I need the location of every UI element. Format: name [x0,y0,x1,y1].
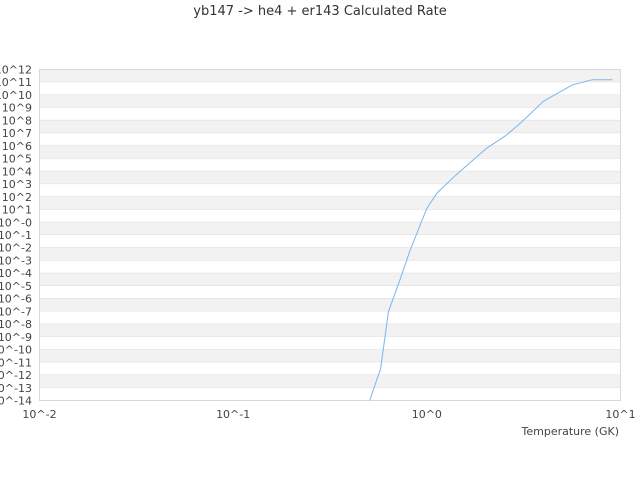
y-tick-label: 10^-11 [0,356,32,369]
grid-band [39,209,621,223]
grid-band [39,324,621,337]
grid-band [39,171,621,185]
y-tick-label: 10^4 [2,165,32,178]
y-tick-label: 10^-5 [0,280,32,293]
grid-band [39,235,621,248]
y-tick-label: 10^-2 [0,242,32,255]
grid-band [39,107,621,121]
x-axis-label: Temperature (GK) [521,425,620,438]
y-tick-label: 10^-10 [0,344,32,357]
grid-band [39,69,621,83]
grid-band [39,349,621,363]
y-tick-label: 10^-1 [0,229,32,242]
grid-band [39,184,621,197]
y-tick-label: 10^-3 [0,254,32,267]
grid-band [39,145,621,159]
grid-band [39,362,621,376]
y-tick-label: 10^-13 [0,382,32,395]
y-tick-label: 10^-9 [0,331,32,344]
grid-band [39,273,621,286]
y-tick-label: 10^-8 [0,318,32,331]
chart-title: yb147 -> he4 + er143 Calculated Rate [193,4,447,19]
y-tick-label: 10^-12 [0,369,32,382]
y-tick-label: 10^6 [2,140,32,153]
grid-band [39,247,621,261]
grid-band [39,94,621,108]
grid-band [39,82,621,95]
y-tick-label: 10^3 [2,178,32,191]
y-tick-label: 10^9 [2,102,32,115]
y-tick-label: 10^-6 [0,293,32,306]
y-tick-label: 10^5 [2,153,32,166]
y-tick-label: 10^11 [0,76,32,89]
grid-band [39,196,621,210]
series-line [369,79,613,401]
x-tick-label: 10^0 [412,408,442,421]
grid-band [39,387,621,401]
y-tick-label: 10^2 [2,191,32,204]
y-tick-label: 10^-14 [0,395,32,408]
x-tick-label: 10^1 [605,408,635,421]
grid-band [39,285,621,299]
x-tick-label: 10^-2 [22,408,56,421]
plot-border [39,69,621,401]
y-tick-label: 10^7 [2,127,32,140]
grid-band [39,336,621,350]
y-tick-label: 10^-4 [0,267,32,280]
y-tick-label: 10^-7 [0,305,32,318]
grid-band [39,311,621,325]
grid-band [39,260,621,274]
x-tick-label: 10^-1 [216,408,250,421]
grid-band [39,120,621,134]
grid-band [39,222,621,235]
grid-band [39,375,621,388]
grid-band [39,298,621,312]
y-tick-label: 10^1 [2,204,32,217]
y-tick-label: 10^8 [2,114,32,127]
grid-band [39,158,621,172]
grid-band [39,133,621,146]
y-tick-label: 10^12 [0,64,32,77]
y-tick-label: 10^10 [0,89,32,102]
y-tick-label: 10^-0 [0,216,32,229]
